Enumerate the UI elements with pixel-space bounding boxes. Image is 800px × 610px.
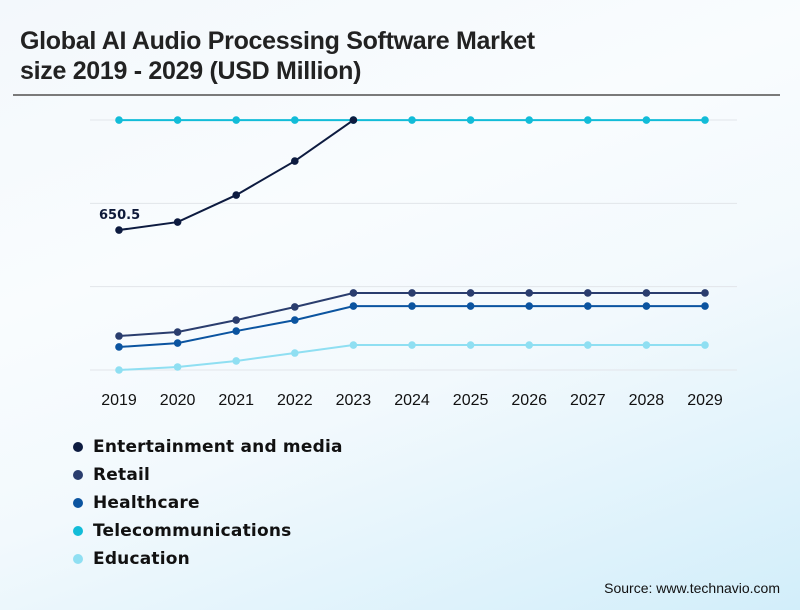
data-point-education — [115, 366, 123, 374]
data-point-healthcare — [642, 302, 651, 310]
data-point-education — [408, 341, 416, 349]
data-label: 650.5 — [99, 208, 140, 223]
legend-dot-icon — [73, 470, 83, 480]
legend-dot-icon — [73, 526, 83, 536]
x-tick-label: 2020 — [160, 392, 196, 409]
data-point-education — [584, 341, 592, 349]
data-point-education — [466, 341, 475, 349]
legend-label: Entertainment and media — [93, 437, 343, 457]
chart-title-line1: Global AI Audio Processing Software Mark… — [20, 27, 535, 55]
legend-dot-icon — [73, 554, 83, 564]
series-line-retail — [118, 291, 705, 338]
data-point-education — [232, 357, 240, 365]
data-point-retail — [349, 289, 358, 297]
data-point-healthcare — [525, 302, 533, 310]
data-point-telecommunications — [525, 116, 533, 124]
gridlines — [90, 119, 737, 371]
data-point-education — [291, 349, 299, 357]
legend-label: Healthcare — [93, 493, 200, 513]
data-point-healthcare — [584, 302, 592, 310]
legend-item: Healthcare — [73, 489, 343, 517]
data-point-retail — [232, 316, 240, 324]
chart-title: Global AI Audio Processing Software Mark… — [20, 26, 720, 86]
data-point-retail — [584, 289, 592, 297]
data-point-telecommunications — [466, 116, 475, 124]
data-point-healthcare — [701, 302, 709, 310]
line-chart: 2019 2020 2021 2022 2023 2024 2025 2026 2027 2028… — [90, 116, 737, 409]
series-lines — [118, 119, 705, 371]
data-point-education — [349, 341, 358, 349]
series-line-entertainment-and-media — [118, 119, 354, 232]
data-labels: 650.5 — [99, 208, 140, 223]
data-point-telecommunications — [701, 116, 709, 124]
data-point-entertainment-and-media — [291, 157, 299, 165]
legend-item: Education — [73, 545, 343, 573]
x-tick-label: 2023 — [336, 392, 372, 409]
x-tick-label: 2026 — [511, 392, 547, 409]
data-point-entertainment-and-media — [232, 191, 240, 199]
data-point-entertainment-and-media — [115, 226, 123, 234]
title-divider — [13, 94, 780, 96]
data-point-education — [642, 341, 651, 349]
x-tick-label: 2024 — [394, 392, 430, 409]
data-point-retail — [173, 328, 182, 336]
data-point-healthcare — [232, 327, 240, 335]
data-point-retail — [408, 289, 416, 297]
x-tick-label: 2027 — [570, 392, 606, 409]
data-point-retail — [466, 289, 475, 297]
data-point-telecommunications — [232, 116, 240, 124]
legend-item: Retail — [73, 461, 343, 489]
data-point-healthcare — [115, 343, 123, 351]
data-point-telecommunications — [173, 116, 182, 124]
data-point-telecommunications — [642, 116, 651, 124]
legend-label: Telecommunications — [93, 521, 292, 541]
data-point-entertainment-and-media — [349, 116, 358, 124]
data-point-retail — [701, 289, 709, 297]
data-point-education — [701, 341, 709, 349]
data-point-healthcare — [408, 302, 416, 310]
x-tick-label: 2025 — [453, 392, 489, 409]
source-note: Source: www.technavio.com — [604, 580, 780, 596]
x-axis-ticks: 2019 2020 2021 2022 2023 2024 2025 2026 2027 2028… — [101, 392, 723, 409]
data-point-education — [173, 363, 182, 371]
legend-dot-icon — [73, 442, 83, 452]
series-points — [115, 116, 709, 374]
x-tick-label: 2019 — [101, 392, 137, 409]
data-point-healthcare — [291, 316, 299, 324]
data-point-healthcare — [349, 302, 358, 310]
legend-item: Telecommunications — [73, 517, 343, 545]
data-point-telecommunications — [584, 116, 592, 124]
data-point-retail — [642, 289, 651, 297]
x-tick-label: 2021 — [218, 392, 254, 409]
legend-item: Entertainment and media — [73, 433, 343, 461]
chart-title-line2: size 2019 - 2029 (USD Million) — [20, 57, 362, 85]
data-point-retail — [115, 332, 123, 340]
legend-label: Education — [93, 549, 190, 569]
x-tick-label: 2029 — [687, 392, 723, 409]
data-point-telecommunications — [115, 116, 123, 124]
legend-label: Retail — [93, 465, 151, 485]
data-point-healthcare — [466, 302, 475, 310]
data-point-healthcare — [173, 339, 182, 347]
data-point-retail — [291, 303, 299, 311]
data-point-entertainment-and-media — [173, 218, 182, 226]
data-point-retail — [525, 289, 533, 297]
data-point-telecommunications — [408, 116, 416, 124]
legend-dot-icon — [73, 498, 83, 508]
data-point-telecommunications — [291, 116, 299, 124]
data-point-education — [525, 341, 533, 349]
chart-legend: Entertainment and media Retail Healthcare T… — [73, 433, 343, 573]
x-tick-label: 2028 — [629, 392, 665, 409]
x-tick-label: 2022 — [277, 392, 313, 409]
